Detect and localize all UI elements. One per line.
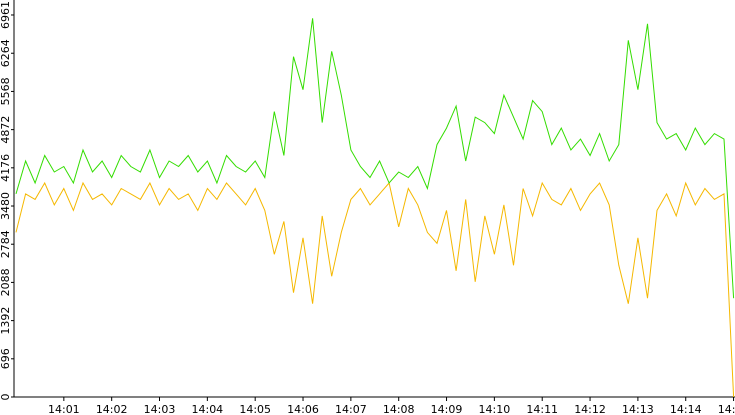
y-tick-label: 4176 (0, 154, 12, 182)
x-tick-label: 14:11 (526, 403, 558, 415)
x-tick-label: 14:08 (383, 403, 415, 415)
x-tick-label: 14:09 (431, 403, 463, 415)
y-tick-label: 0 (0, 394, 12, 401)
x-tick-label: 14:07 (335, 403, 367, 415)
x-tick-label: 14:15 (718, 403, 735, 415)
x-tick-label: 14:13 (622, 403, 654, 415)
y-tick-label: 696 (0, 348, 12, 369)
x-tick-label: 14:05 (239, 403, 271, 415)
x-tick-label: 14:14 (670, 403, 702, 415)
series-line (15, 181, 735, 398)
y-tick-label: 6961 (0, 1, 12, 29)
y-tick-label: 2784 (0, 230, 12, 258)
y-tick-label: 2088 (0, 268, 12, 296)
y-tick-label: 1392 (0, 307, 12, 335)
y-tick-label: 4872 (0, 116, 12, 144)
x-tick-label: 14:04 (191, 403, 223, 415)
x-tick-label: 14:12 (574, 403, 606, 415)
series-line (15, 18, 735, 299)
y-tick-label: 3480 (0, 192, 12, 220)
x-tick-label: 14:01 (48, 403, 80, 415)
x-tick-label: 14:02 (96, 403, 128, 415)
x-tick-label: 14:10 (479, 403, 511, 415)
x-tick-label: 14:06 (287, 403, 319, 415)
y-tick-label: 6264 (0, 39, 12, 67)
x-tick-label: 14:03 (144, 403, 176, 415)
y-tick-label: 5568 (0, 77, 12, 105)
